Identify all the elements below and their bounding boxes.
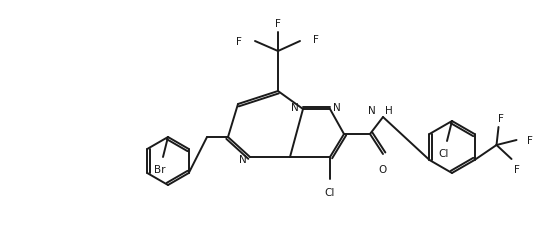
Text: F: F: [498, 114, 504, 123]
Text: N: N: [333, 103, 341, 112]
Text: N: N: [239, 154, 247, 164]
Text: F: F: [313, 35, 319, 45]
Text: O: O: [379, 164, 387, 174]
Text: F: F: [275, 19, 281, 29]
Text: F: F: [514, 164, 520, 174]
Text: Cl: Cl: [439, 148, 449, 158]
Text: F: F: [236, 37, 242, 47]
Text: Br: Br: [154, 164, 166, 174]
Text: N: N: [291, 103, 299, 112]
Text: H: H: [385, 106, 392, 115]
Text: Cl: Cl: [325, 187, 335, 197]
Text: F: F: [527, 135, 532, 145]
Text: N: N: [368, 106, 376, 115]
